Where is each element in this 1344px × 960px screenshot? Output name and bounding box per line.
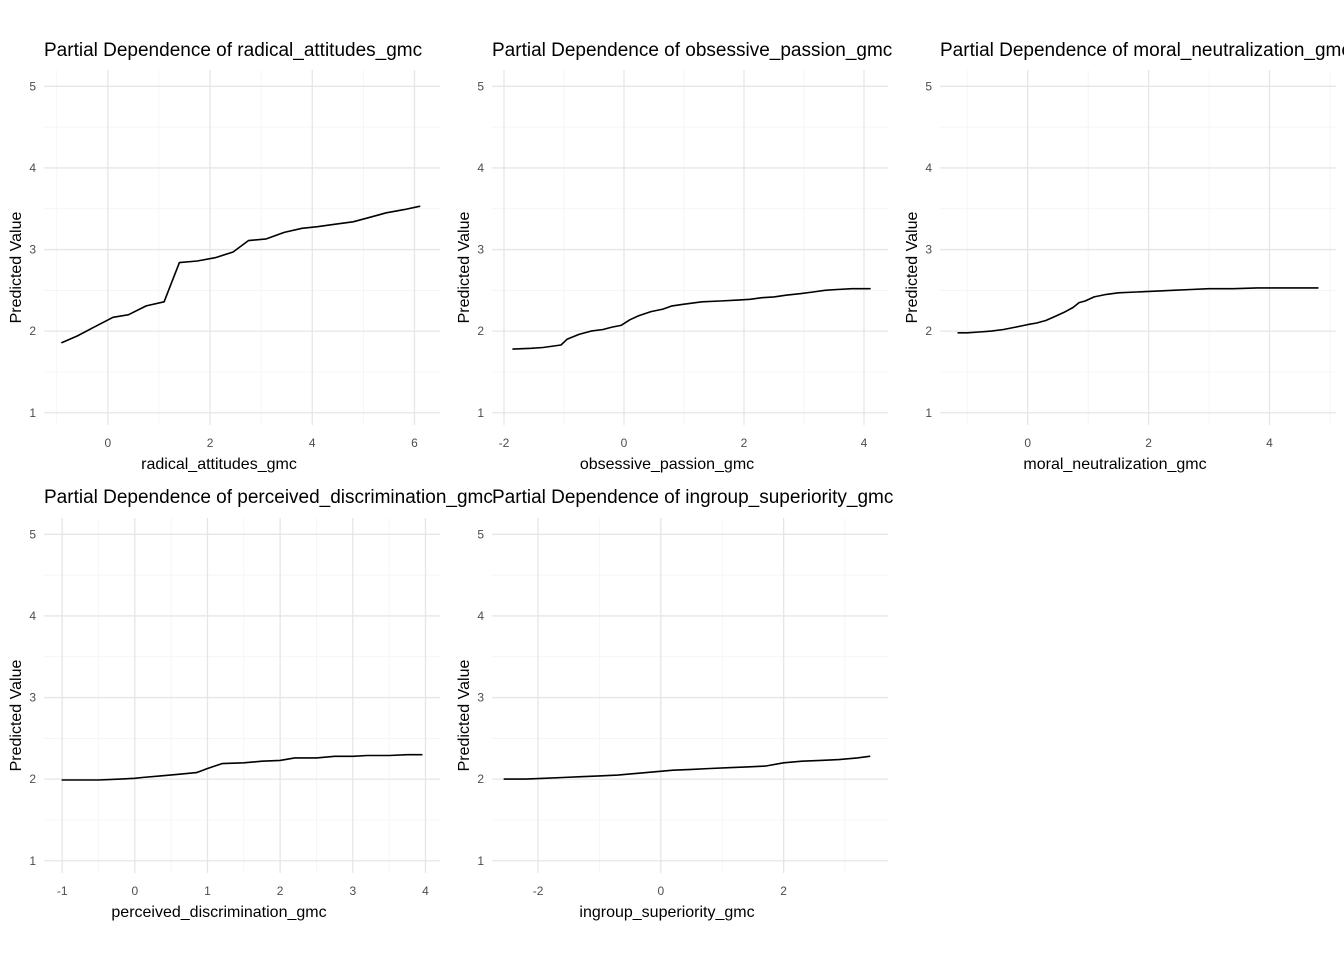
- x-tick-label: 4: [309, 436, 316, 450]
- y-tick-label: 1: [925, 406, 932, 420]
- x-tick-label: 0: [621, 436, 628, 450]
- y-axis-title: Predicted Value: [456, 212, 473, 324]
- y-axis-title: Predicted Value: [8, 212, 25, 324]
- chart-title: Partial Dependence of radical_attitudes_…: [44, 40, 422, 61]
- chart-panel-4: 1 2 3 4 5 -1 0 1 2 3 4 Partial Dependence of percei…: [8, 487, 493, 921]
- x-tick-label: 4: [1266, 436, 1273, 450]
- y-tick-label: 2: [477, 324, 484, 338]
- y-tick-label: 5: [29, 79, 36, 93]
- y-tick-label: 1: [477, 406, 484, 420]
- x-tick-label: 2: [277, 884, 284, 898]
- y-tick-label: 2: [29, 324, 36, 338]
- pd-series-line: [503, 755, 871, 780]
- x-tick-label: 2: [1145, 436, 1152, 450]
- x-tick-label: 3: [349, 884, 356, 898]
- y-tick-label: 3: [925, 243, 932, 257]
- x-tick-label: -2: [499, 436, 510, 450]
- x-axis-title: obsessive_passion_gmc: [580, 456, 754, 473]
- chart-title: Partial Dependence of obsessive_passion_…: [492, 40, 892, 61]
- x-tick-label: 4: [422, 884, 429, 898]
- x-tick-label: 2: [207, 436, 214, 450]
- x-axis-title: ingroup_superiority_gmc: [579, 904, 754, 921]
- pd-series-line: [61, 205, 421, 344]
- pd-series-line: [957, 287, 1319, 334]
- y-tick-label: 5: [925, 79, 932, 93]
- y-tick-label: 4: [29, 161, 36, 175]
- x-axis-title: radical_attitudes_gmc: [141, 456, 297, 473]
- y-tick-label: 5: [29, 527, 36, 541]
- y-tick-label: 4: [477, 609, 484, 623]
- pd-series-line: [512, 287, 871, 350]
- y-tick-label: 1: [477, 854, 484, 868]
- y-tick-label: 3: [477, 243, 484, 257]
- y-axis-title: Predicted Value: [904, 212, 921, 324]
- x-axis-title: perceived_discrimination_gmc: [111, 904, 326, 921]
- y-tick-label: 5: [477, 79, 484, 93]
- y-tick-label: 1: [29, 854, 36, 868]
- x-tick-label: 1: [204, 884, 211, 898]
- y-tick-label: 3: [477, 691, 484, 705]
- chart-panel-3: 1 2 3 4 5 0 2 4 Partial Dependence of moral_neut…: [904, 40, 1344, 473]
- y-tick-label: 3: [29, 691, 36, 705]
- x-tick-label: 0: [657, 884, 664, 898]
- y-tick-label: 2: [925, 324, 932, 338]
- x-tick-label: 0: [131, 884, 138, 898]
- chart-panel-2: 1 2 3 4 5 -2 0 2 4 Partial Dependence of obsessiv…: [456, 40, 892, 473]
- y-axis-title: Predicted Value: [456, 660, 473, 772]
- y-tick-label: 4: [29, 609, 36, 623]
- x-axis-title: moral_neutralization_gmc: [1023, 456, 1206, 473]
- y-axis-title: Predicted Value: [8, 660, 25, 772]
- chart-panel-1: 1 2 3 4 5 0 2 4 6 Partial Dependence of radical_a…: [8, 40, 440, 473]
- y-tick-label: 1: [29, 406, 36, 420]
- x-tick-label: 2: [741, 436, 748, 450]
- y-tick-label: 2: [29, 772, 36, 786]
- chart-panel-5: 1 2 3 4 5 -2 0 2 Partial Dependence of ingroup_s…: [456, 487, 893, 921]
- x-tick-label: 0: [1024, 436, 1031, 450]
- x-tick-label: 0: [105, 436, 112, 450]
- y-tick-label: 4: [925, 161, 932, 175]
- x-tick-label: 2: [780, 884, 787, 898]
- x-tick-label: -2: [533, 884, 544, 898]
- y-tick-label: 4: [477, 161, 484, 175]
- y-tick-label: 3: [29, 243, 36, 257]
- chart-title: Partial Dependence of perceived_discrimi…: [44, 487, 493, 508]
- x-tick-label: -1: [57, 884, 68, 898]
- x-tick-label: 6: [411, 436, 418, 450]
- x-tick-label: 4: [861, 436, 868, 450]
- y-tick-label: 5: [477, 527, 484, 541]
- chart-title: Partial Dependence of ingroup_superiorit…: [492, 487, 893, 508]
- y-tick-label: 2: [477, 772, 484, 786]
- pd-series-line: [61, 753, 423, 781]
- chart-title: Partial Dependence of moral_neutralizati…: [940, 40, 1344, 61]
